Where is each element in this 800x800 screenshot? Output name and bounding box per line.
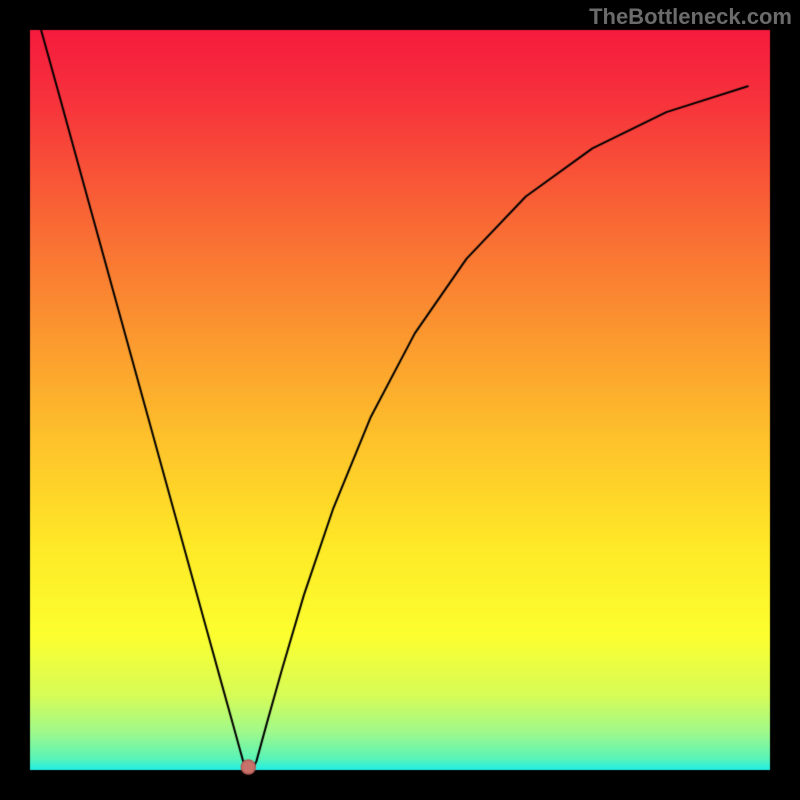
- chart-container: TheBottleneck.com: [0, 0, 800, 800]
- bottleneck-curve-canvas: [0, 0, 800, 800]
